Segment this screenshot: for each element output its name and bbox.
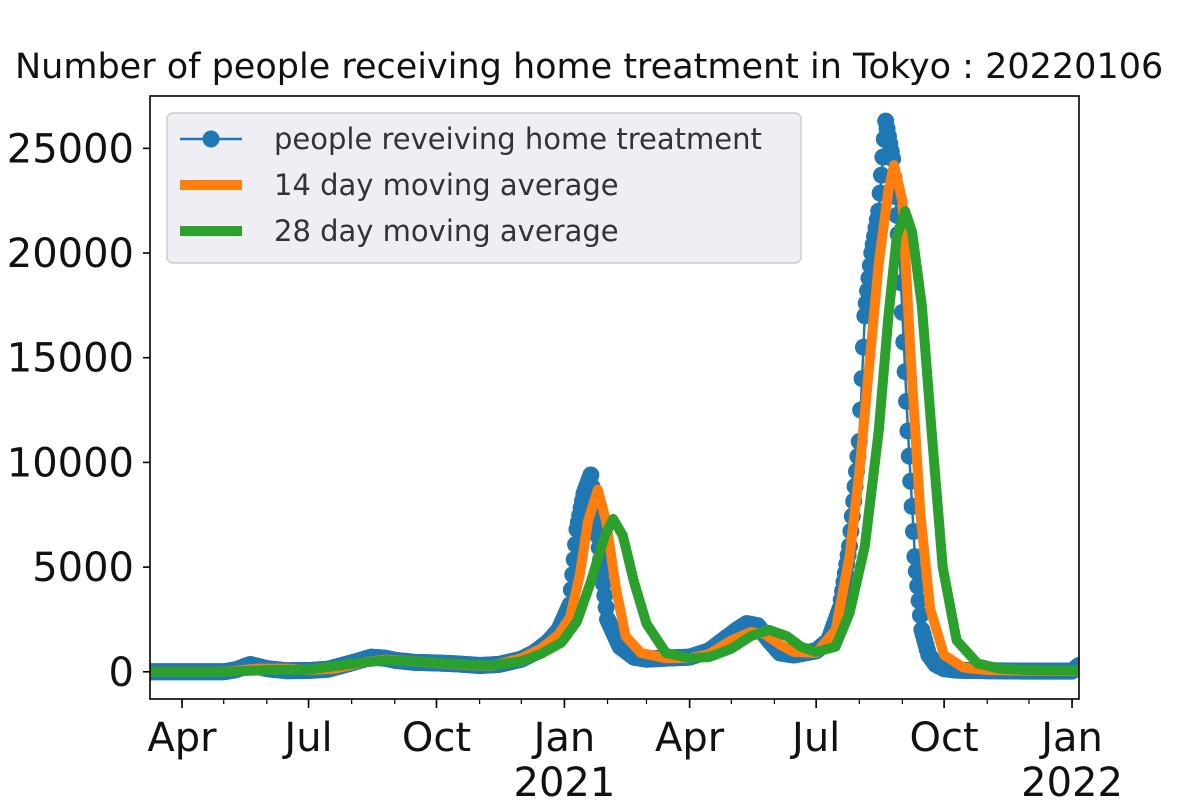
y-tick-label: 5000 [32, 545, 134, 591]
legend-entry: 14 day moving average [180, 168, 619, 202]
y-tick-label: 20000 [7, 231, 134, 277]
chart-title: Number of people receiving home treatmen… [15, 47, 1163, 87]
x-tick-label: Apr [655, 715, 725, 761]
plot-frame [149, 95, 1080, 700]
x-tick-label: Jan [1038, 715, 1103, 761]
data-point [911, 606, 929, 624]
data-point [909, 577, 927, 595]
legend-entry: 28 day moving average [180, 214, 619, 248]
x-tick-year-label: 2021 [514, 760, 616, 800]
x-tick-label: Apr [147, 715, 217, 761]
legend-marker [202, 130, 220, 148]
legend-label: 28 day moving average [274, 214, 619, 248]
x-tick-label: Oct [402, 715, 471, 761]
y-axis: 0 5000 10000 15000 20000 25000 [7, 126, 150, 696]
series-3-line [150, 206, 1079, 677]
y-tick-label: 0 [109, 650, 134, 696]
x-tick-label: Jul [789, 715, 840, 761]
y-tick-label: 25000 [7, 126, 134, 172]
data-point [906, 548, 924, 566]
x-tick-year-label: 2022 [1021, 760, 1123, 800]
legend-entry: people reveiving home treatment [180, 122, 762, 156]
legend: people reveiving home treatment 14 day mo… [166, 112, 802, 264]
series-layer [150, 112, 1079, 681]
data-point [907, 562, 925, 580]
data-point [910, 592, 928, 610]
x-tick-label: Oct [910, 715, 979, 761]
x-tick-label: Jul [281, 715, 332, 761]
legend-label: 14 day moving average [274, 168, 619, 202]
legend-box [166, 112, 802, 264]
series-3 [150, 206, 1079, 677]
legend-label: people reveiving home treatment [274, 122, 762, 156]
y-tick-label: 10000 [7, 440, 134, 486]
x-tick-label: Jan [531, 715, 596, 761]
y-tick-label: 15000 [7, 336, 134, 382]
